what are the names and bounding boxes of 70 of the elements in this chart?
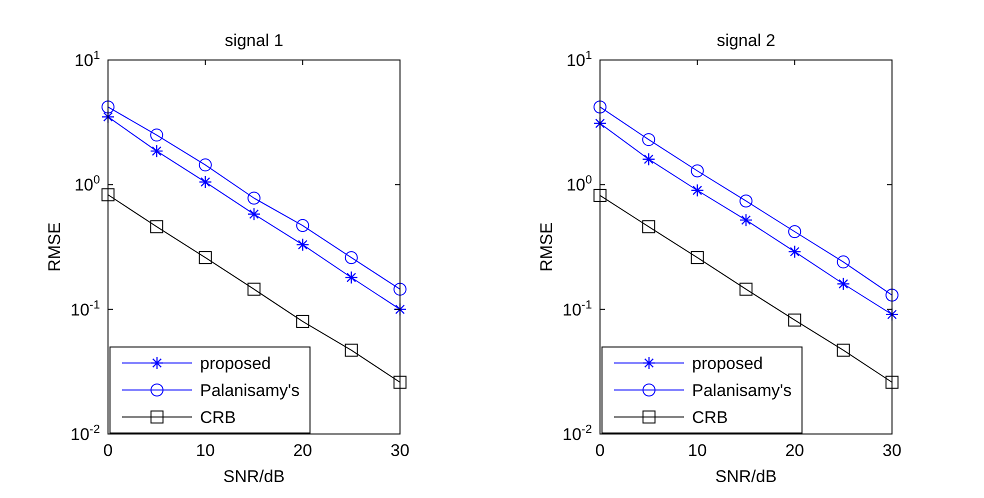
point	[102, 100, 114, 114]
point	[642, 133, 656, 146]
legend-label: proposed	[200, 354, 271, 373]
chart-title: signal 2	[716, 31, 776, 50]
point	[393, 302, 407, 316]
point	[594, 100, 606, 114]
point	[102, 188, 114, 202]
point	[740, 282, 752, 296]
point	[344, 270, 358, 284]
x-tick-label: 10	[688, 441, 707, 460]
point	[690, 251, 704, 264]
x-tick-label: 0	[103, 441, 113, 460]
legend-label: Palanisamy's	[692, 381, 792, 400]
x-tick-label: 10	[196, 441, 215, 460]
point	[248, 192, 260, 205]
y-axis-title: RMSE	[537, 222, 556, 272]
point	[198, 175, 212, 189]
point	[101, 110, 115, 124]
x-tick-label: 20	[785, 441, 804, 460]
point	[198, 158, 212, 172]
x-axis-title: SNR/dB	[715, 467, 777, 486]
y-tick-label: 10$^{-1}$	[70, 297, 100, 320]
point	[247, 208, 261, 221]
point	[593, 116, 607, 130]
point	[836, 255, 850, 268]
point	[788, 225, 802, 238]
x-tick-label: 30	[390, 441, 410, 460]
point	[296, 219, 310, 232]
legend-label: proposed	[692, 354, 763, 373]
y-tick-label: 10$^{1}$	[566, 48, 592, 70]
point	[394, 376, 406, 389]
point	[690, 184, 704, 197]
y-tick-label: 10$^{1}$	[74, 48, 100, 70]
x-tick-label: 20	[293, 441, 312, 460]
point	[296, 238, 310, 252]
legend-label: CRB	[200, 408, 236, 427]
point	[150, 128, 164, 142]
point	[150, 220, 164, 234]
point	[788, 245, 802, 258]
legend-label: CRB	[692, 408, 728, 427]
point	[739, 213, 753, 227]
y-axis-title: RMSE	[45, 222, 64, 272]
point	[836, 344, 850, 357]
legend-label: Palanisamy's	[200, 381, 300, 400]
point	[642, 220, 656, 234]
x-axis-title: SNR/dB	[223, 467, 285, 486]
point	[788, 314, 802, 327]
point	[740, 194, 752, 208]
y-tick-label: 10$^{0}$	[74, 172, 100, 195]
point	[594, 188, 606, 202]
y-tick-label: 10$^{-2}$	[562, 422, 592, 444]
point	[642, 152, 656, 166]
point	[690, 164, 704, 178]
y-tick-label: 10$^{-1}$	[562, 297, 592, 320]
x-tick-label: 0	[595, 441, 605, 460]
point	[344, 251, 358, 264]
point	[886, 376, 898, 389]
point	[296, 314, 310, 328]
point	[885, 308, 899, 322]
point	[344, 344, 358, 357]
y-tick-label: 10$^{-2}$	[70, 422, 100, 444]
x-tick-label: 30	[882, 441, 902, 460]
point	[836, 277, 850, 290]
point	[150, 144, 164, 158]
point	[248, 282, 260, 296]
y-tick-label: 10$^{0}$	[566, 172, 592, 195]
point	[394, 282, 406, 296]
point	[198, 251, 212, 264]
point	[886, 288, 898, 302]
chart-title: signal 1	[224, 31, 284, 50]
